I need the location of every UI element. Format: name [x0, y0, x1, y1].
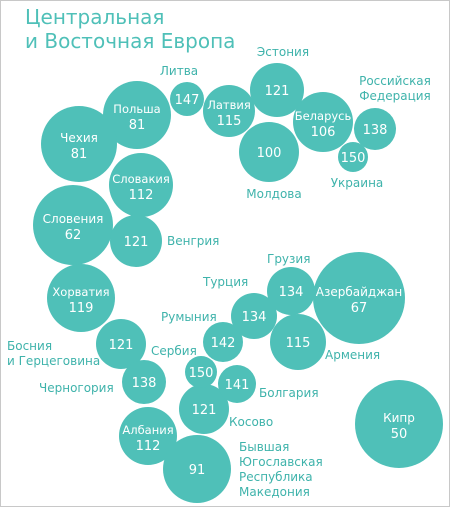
bubble-value-point-11: 121	[124, 235, 149, 250]
bubble-point-25	[355, 380, 443, 468]
bubble-value-point-17: 121	[192, 403, 217, 418]
bubble-point-3	[250, 63, 304, 117]
bubble-value-point-8: 81	[71, 147, 88, 162]
bubble-value-point-4: 138	[363, 123, 388, 138]
bubble-point-18	[185, 356, 217, 388]
bubble-name-point-18: Сербия	[151, 344, 197, 358]
bubble-point-8	[41, 106, 117, 182]
bubble-name-point-22: Грузия	[267, 252, 310, 266]
bubble-value-point-21: 134	[242, 310, 267, 325]
bubble-point-2	[203, 85, 255, 137]
bubble-point-20	[203, 322, 243, 362]
bubble-name-point-23: Армения	[325, 348, 380, 362]
bubble-value-point-3: 121	[265, 84, 290, 99]
bubble-point-5	[293, 92, 353, 152]
bubble-value-point-25: 50	[391, 427, 408, 442]
chart-title-line2: и Восточная Европа	[25, 29, 236, 53]
bubble-name-point-8: Чехия	[60, 131, 98, 145]
bubble-value-point-15: 112	[136, 439, 161, 454]
bubble-name-point-19: Болгария	[259, 386, 319, 400]
bubble-value-point-20: 142	[211, 336, 236, 351]
bubble-name-point-13: Босния и Герцеговина	[7, 339, 100, 368]
bubble-value-point-5: 106	[311, 125, 336, 140]
bubble-value-point-12: 119	[69, 301, 94, 316]
bubble-point-17	[179, 384, 229, 434]
bubble-name-point-3: Эстония	[257, 45, 309, 59]
bubble-name-point-14: Черногория	[39, 381, 114, 395]
bubble-name-point-2: Латвия	[207, 98, 251, 112]
bubble-point-0	[170, 82, 204, 116]
bubble-name-point-17: Косово	[229, 415, 273, 429]
bubble-point-22	[267, 267, 315, 315]
bubble-name-point-10: Словения	[43, 212, 104, 226]
chart-title-line1: Центральная	[25, 5, 165, 29]
bubble-point-6	[338, 142, 368, 172]
bubble-name-point-9: Словакия	[112, 172, 170, 186]
bubble-value-point-18: 150	[189, 366, 214, 381]
bubble-name-point-21: Турция	[202, 275, 248, 289]
bubble-name-point-5: Беларусь	[295, 109, 352, 123]
bubble-value-point-22: 134	[279, 285, 304, 300]
bubble-name-point-20: Румыния	[161, 310, 217, 324]
bubble-value-point-13: 121	[109, 338, 134, 353]
bubble-value-point-0: 147	[175, 93, 200, 108]
bubble-value-point-6: 150	[341, 151, 366, 166]
bubble-name-point-11: Венгрия	[167, 234, 219, 248]
bubble-value-point-24: 67	[351, 301, 368, 316]
bubble-point-1	[103, 81, 171, 149]
bubble-point-7	[239, 122, 299, 182]
bubble-name-point-4: Российская Федерация	[359, 74, 431, 103]
bubble-point-9	[109, 153, 173, 217]
bubble-value-point-14: 138	[132, 376, 157, 391]
bubble-point-15	[119, 407, 177, 465]
bubble-value-point-1: 81	[129, 118, 146, 133]
bubble-point-10	[33, 185, 113, 265]
bubble-name-point-24: Азербайджан	[316, 285, 402, 299]
bubble-point-21	[231, 293, 277, 339]
bubble-name-point-6: Украина	[331, 176, 384, 190]
bubble-point-23	[270, 314, 326, 370]
bubble-name-point-12: Хорватия	[52, 285, 109, 299]
bubble-name-point-15: Албания	[122, 423, 173, 437]
bubble-point-11	[110, 215, 162, 267]
bubble-point-19	[218, 365, 256, 403]
bubble-point-14	[122, 360, 166, 404]
bubble-name-point-1: Польша	[113, 102, 160, 116]
bubble-point-16	[163, 435, 231, 503]
bubble-value-point-16: 91	[189, 463, 206, 478]
bubble-value-point-2: 115	[217, 114, 242, 129]
chart-title: Центральная и Восточная Европа	[25, 5, 235, 53]
bubble-value-point-7: 100	[257, 146, 282, 161]
bubble-point-4	[354, 108, 396, 150]
bubble-name-point-25: Кипр	[383, 411, 415, 425]
bubble-point-24	[313, 252, 405, 344]
bubble-value-point-23: 115	[286, 336, 311, 351]
bubble-name-point-16: Бывшая Югославская Республика Македония	[239, 440, 323, 499]
bubble-point-12	[47, 264, 115, 332]
bubble-name-point-7: Молдова	[246, 187, 301, 201]
bubble-value-point-19: 141	[225, 378, 250, 393]
bubble-value-point-10: 62	[65, 228, 82, 243]
bubble-value-point-9: 112	[129, 188, 154, 203]
bubble-name-point-0: Литва	[160, 64, 198, 78]
bubble-point-13	[96, 319, 146, 369]
